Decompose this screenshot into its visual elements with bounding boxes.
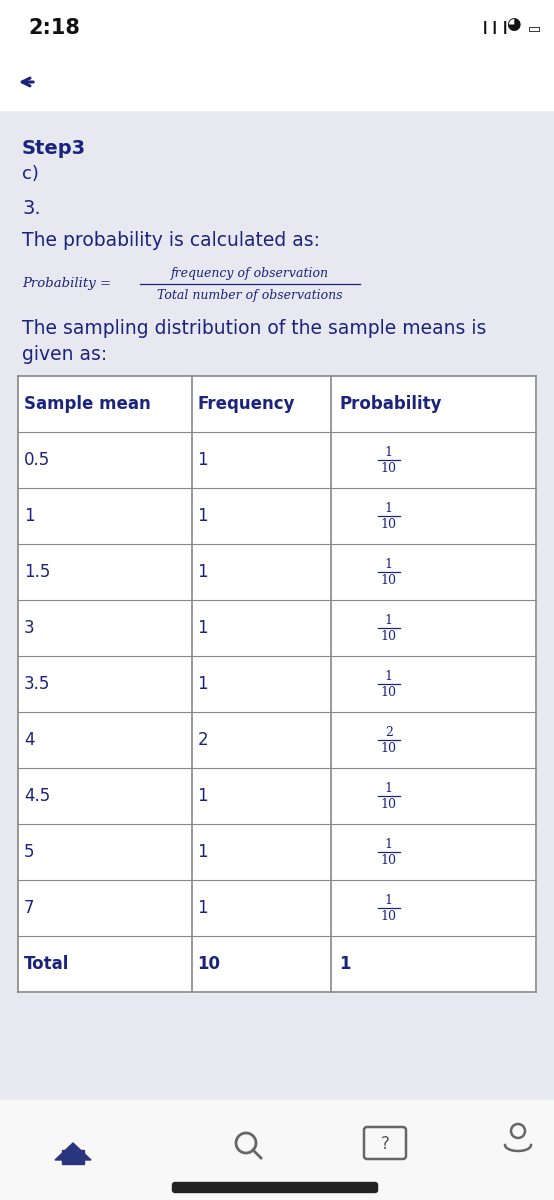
Text: 1: 1	[198, 674, 208, 692]
Bar	[18, 768, 536, 824]
Text: 10: 10	[198, 955, 220, 973]
Text: 1: 1	[340, 955, 351, 973]
Text: 1: 1	[384, 613, 393, 626]
Text: 1: 1	[24, 506, 34, 526]
Text: Total number of observations: Total number of observations	[157, 289, 343, 302]
Text: The probability is calculated as:: The probability is calculated as:	[22, 230, 320, 250]
Bar	[0, 0, 554, 55]
Text: 0.5: 0.5	[24, 451, 50, 469]
FancyBboxPatch shape	[172, 1182, 377, 1193]
Text: frequency of observation: frequency of observation	[171, 266, 329, 280]
Text: 1: 1	[198, 506, 208, 526]
Text: 10: 10	[381, 742, 397, 755]
Bar	[0, 110, 554, 1100]
Text: 1: 1	[384, 781, 393, 794]
Text: ◕: ◕	[506, 14, 521, 32]
Bar	[0, 55, 554, 110]
Text: 10: 10	[381, 574, 397, 587]
Bar	[62, 1150, 84, 1164]
Text: given as:: given as:	[22, 344, 107, 364]
Text: 1: 1	[198, 787, 208, 805]
Text: ❙❙❙: ❙❙❙	[480, 22, 511, 35]
Text: 1: 1	[384, 670, 393, 683]
Text: 7: 7	[24, 899, 34, 917]
Text: ?: ?	[381, 1135, 389, 1153]
Text: 2: 2	[198, 731, 208, 749]
Text: 4.5: 4.5	[24, 787, 50, 805]
Text: 1: 1	[384, 894, 393, 906]
Text: 1.5: 1.5	[24, 563, 50, 581]
Text: Sample mean: Sample mean	[24, 395, 151, 413]
Bar	[18, 656, 536, 712]
Bar	[18, 824, 536, 880]
Text: 3: 3	[24, 619, 34, 637]
Text: 1: 1	[384, 838, 393, 851]
Text: 10: 10	[381, 910, 397, 923]
Bar	[18, 432, 536, 488]
Bar	[18, 544, 536, 600]
Text: 4: 4	[24, 731, 34, 749]
Text: 1: 1	[198, 619, 208, 637]
Text: Total: Total	[24, 955, 69, 973]
Text: 3.: 3.	[22, 198, 40, 217]
Bar	[18, 600, 536, 656]
Text: 10: 10	[381, 798, 397, 810]
Text: ▭: ▭	[528, 20, 541, 35]
Text: Step3: Step3	[22, 138, 86, 157]
Text: Probability =: Probability =	[22, 277, 111, 290]
Text: 1: 1	[198, 451, 208, 469]
Text: 5: 5	[24, 842, 34, 862]
Text: 10: 10	[381, 462, 397, 474]
Text: 1: 1	[384, 502, 393, 515]
Text: Probability: Probability	[340, 395, 442, 413]
Text: 1: 1	[198, 563, 208, 581]
Bar	[18, 880, 536, 936]
Polygon shape	[55, 1142, 91, 1160]
Bar	[18, 488, 536, 544]
Text: 2: 2	[384, 726, 393, 738]
Bar	[0, 992, 554, 1200]
Text: 3.5: 3.5	[24, 674, 50, 692]
Text: The sampling distribution of the sample means is: The sampling distribution of the sample …	[22, 318, 486, 337]
Text: 10: 10	[381, 685, 397, 698]
Text: 2:18: 2:18	[28, 18, 80, 38]
Bar	[0, 1100, 554, 1200]
Text: 1: 1	[198, 842, 208, 862]
Bar	[18, 936, 536, 992]
Text: 10: 10	[381, 630, 397, 642]
Text: 1: 1	[384, 558, 393, 570]
Text: 1: 1	[198, 899, 208, 917]
Bar	[18, 376, 536, 432]
Text: 1: 1	[384, 445, 393, 458]
Text: c): c)	[22, 164, 39, 182]
Text: 10: 10	[381, 853, 397, 866]
Text: 10: 10	[381, 517, 397, 530]
Bar	[18, 712, 536, 768]
Text: Frequency: Frequency	[198, 395, 295, 413]
